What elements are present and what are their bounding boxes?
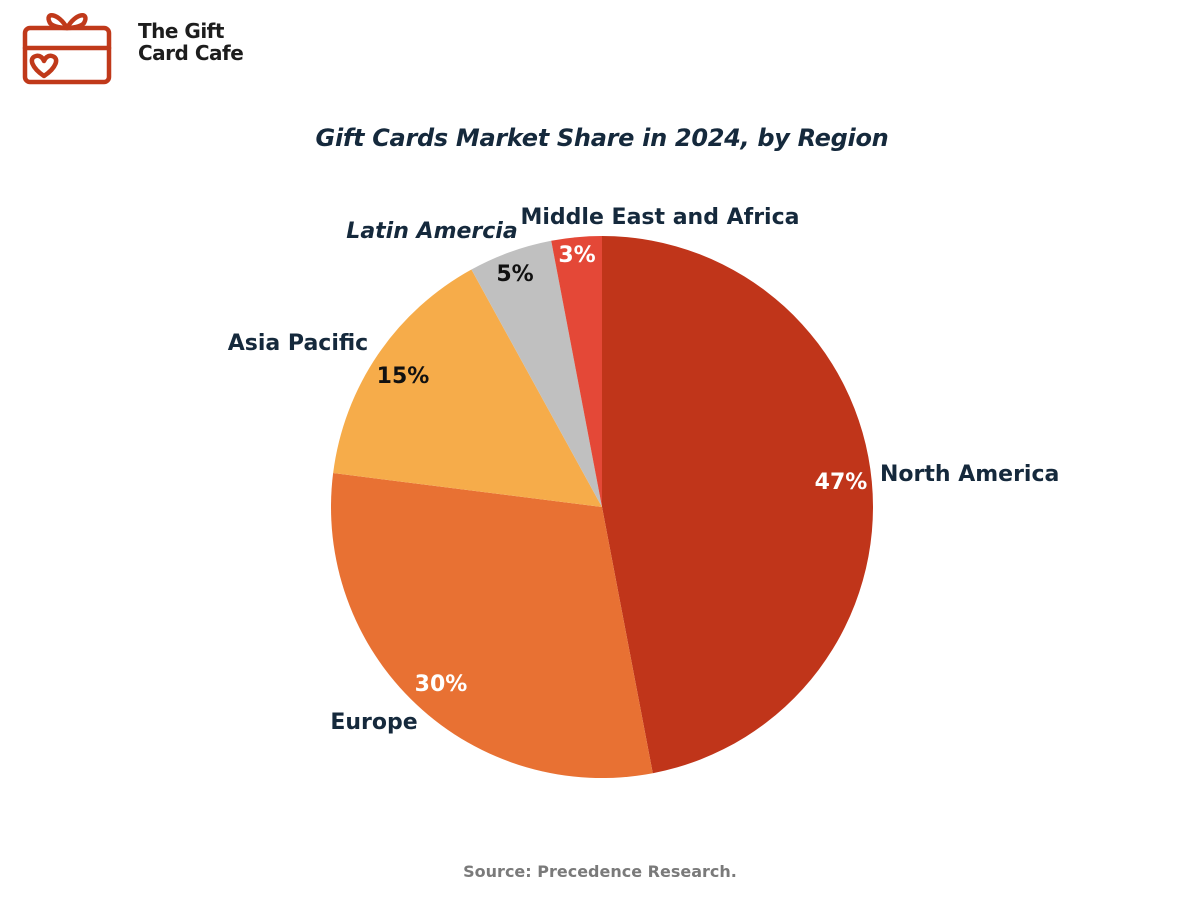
source-note: Source: Precedence Research.	[463, 862, 737, 881]
brand-name-line2: Card Cafe	[138, 41, 244, 65]
brand-name: The Gift Card Cafe	[138, 19, 244, 65]
value-label-europe: 30%	[415, 672, 468, 697]
pie-slice-asia-pacific	[333, 269, 602, 507]
value-label-middle-east-and-africa: 3%	[558, 243, 595, 268]
pie-slice-north-america	[602, 236, 874, 774]
value-label-latin-amercia: 5%	[496, 262, 533, 287]
brand-logo: The Gift Card Cafe	[20, 6, 280, 88]
pie-slice-latin-amercia	[471, 240, 602, 508]
category-label-asia-pacific: Asia Pacific	[228, 331, 368, 356]
pie-slice-middle-east-and-africa	[551, 236, 602, 507]
brand-name-line1: The Gift	[138, 19, 224, 43]
pie-slice-europe	[331, 473, 653, 778]
category-label-middle-east-and-africa: Middle East and Africa	[521, 205, 800, 230]
category-label-north-america: North America	[880, 462, 1059, 487]
value-label-north-america: 47%	[815, 470, 868, 495]
chart-title: Gift Cards Market Share in 2024, by Regi…	[315, 124, 889, 152]
category-label-europe: Europe	[330, 710, 417, 735]
value-label-asia-pacific: 15%	[377, 364, 430, 389]
gift-card-icon	[22, 13, 112, 85]
category-label-latin-amercia: Latin Amercia	[346, 219, 517, 244]
